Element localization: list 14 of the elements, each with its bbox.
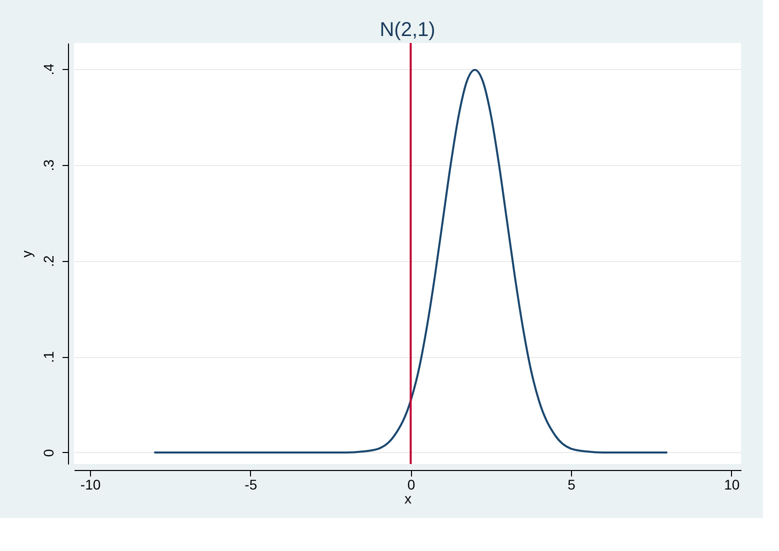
y-tick-label: .1 [40, 351, 56, 363]
y-axis-title: y [18, 250, 34, 258]
y-tick-label: .2 [40, 255, 56, 268]
x-tick-label: 0 [407, 476, 416, 492]
y-tick-label: .3 [40, 159, 56, 172]
chart-title: N(2,1) [380, 19, 436, 41]
x-tick-label: 5 [568, 476, 576, 492]
y-tick-label: .4 [40, 63, 56, 76]
x-axis-title: x [404, 490, 412, 506]
y-tick-label: 0 [40, 448, 56, 457]
x-tick-label: 10 [724, 476, 740, 492]
x-tick-label: -5 [244, 476, 258, 492]
line-series [153, 68, 668, 454]
x-tick-label: -10 [80, 476, 101, 492]
